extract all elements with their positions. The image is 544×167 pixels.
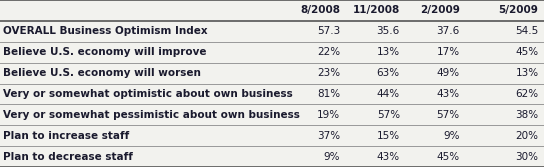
Text: 37.6: 37.6 — [436, 26, 460, 36]
Text: 8/2008: 8/2008 — [300, 6, 340, 15]
Text: 54.5: 54.5 — [515, 26, 539, 36]
Text: Very or somewhat pessimistic about own business: Very or somewhat pessimistic about own b… — [3, 110, 300, 120]
Text: 22%: 22% — [317, 47, 340, 57]
Text: Believe U.S. economy will improve: Believe U.S. economy will improve — [3, 47, 206, 57]
Text: 30%: 30% — [516, 152, 539, 161]
Text: 15%: 15% — [376, 131, 400, 141]
Text: 9%: 9% — [443, 131, 460, 141]
Text: 63%: 63% — [376, 68, 400, 78]
Text: Plan to increase staff: Plan to increase staff — [3, 131, 129, 141]
Text: 43%: 43% — [376, 152, 400, 161]
Text: 45%: 45% — [436, 152, 460, 161]
Text: 44%: 44% — [376, 89, 400, 99]
Text: OVERALL Business Optimism Index: OVERALL Business Optimism Index — [3, 26, 207, 36]
Text: 2/2009: 2/2009 — [420, 6, 460, 15]
Text: Very or somewhat optimistic about own business: Very or somewhat optimistic about own bu… — [3, 89, 293, 99]
Text: 5/2009: 5/2009 — [499, 6, 539, 15]
Text: 13%: 13% — [376, 47, 400, 57]
Text: 11/2008: 11/2008 — [353, 6, 400, 15]
Text: 35.6: 35.6 — [376, 26, 400, 36]
Text: 13%: 13% — [515, 68, 539, 78]
Text: 57%: 57% — [376, 110, 400, 120]
Text: 62%: 62% — [515, 89, 539, 99]
Text: 81%: 81% — [317, 89, 340, 99]
Text: 57%: 57% — [436, 110, 460, 120]
Text: 17%: 17% — [436, 47, 460, 57]
Text: 45%: 45% — [515, 47, 539, 57]
Text: 23%: 23% — [317, 68, 340, 78]
Text: Believe U.S. economy will worsen: Believe U.S. economy will worsen — [3, 68, 201, 78]
Text: 20%: 20% — [516, 131, 539, 141]
Text: 37%: 37% — [317, 131, 340, 141]
Text: 43%: 43% — [436, 89, 460, 99]
Text: Plan to decrease staff: Plan to decrease staff — [3, 152, 133, 161]
Text: 19%: 19% — [317, 110, 340, 120]
Text: 49%: 49% — [436, 68, 460, 78]
Text: 57.3: 57.3 — [317, 26, 340, 36]
Text: 9%: 9% — [324, 152, 340, 161]
Text: 38%: 38% — [515, 110, 539, 120]
